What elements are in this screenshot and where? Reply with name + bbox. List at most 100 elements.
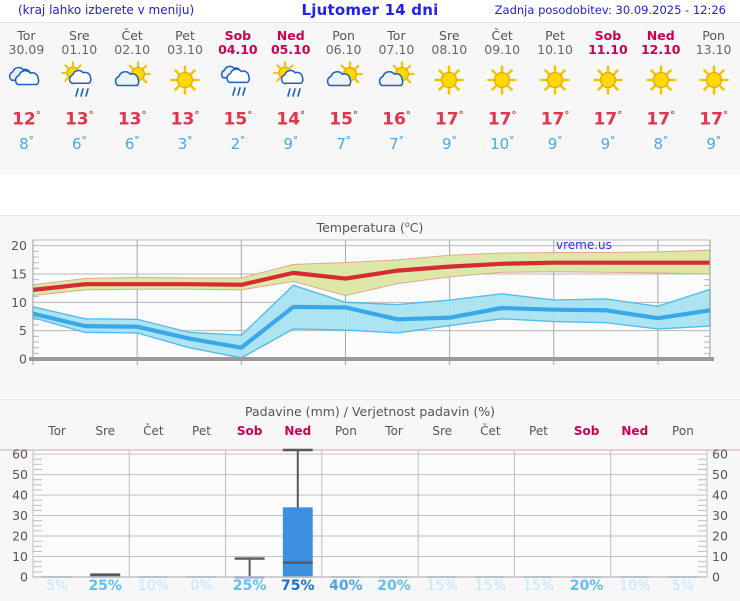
precipitation-probability-value: 5% <box>45 578 69 594</box>
forecast-low-temp: 9° <box>529 131 582 154</box>
degree-sign: ° <box>141 110 147 121</box>
forecast-high-temp-value: 16 <box>382 109 406 130</box>
degree-sign: ° <box>715 134 721 146</box>
forecast-low-temp-value: 8 <box>653 134 664 153</box>
day-temp-line <box>32 260 710 292</box>
precipitation-day-label: Tor <box>385 424 403 438</box>
forecast-day-column[interactable]: Pon 13.10 17° 9° <box>687 23 740 176</box>
forecast-low-temp: 2° <box>211 131 264 154</box>
forecast-day-date: 09.10 <box>484 42 521 57</box>
forecast-day-date: 30.09 <box>8 42 45 57</box>
forecast-day-name: Čet <box>121 28 143 43</box>
degree-sign: ° <box>35 110 41 121</box>
sun-icon <box>529 59 582 103</box>
forecast-day-column[interactable]: Sre 01.10 13° 6° <box>53 23 106 176</box>
temperature-y-tick: 0 <box>19 352 27 367</box>
forecast-high-temp: 12° <box>0 105 53 131</box>
precipitation-day-label: Sre <box>95 424 116 438</box>
precipitation-y-tick-right: 0 <box>712 570 720 585</box>
forecast-high-temp-value: 13 <box>117 109 142 130</box>
sun-icon <box>581 59 634 103</box>
forecast-day-column[interactable]: Sob 11.10 17° 9° <box>581 23 634 176</box>
precipitation-y-tick-left: 0 <box>20 570 28 585</box>
forecast-day-column[interactable]: Sob 04.10 15° 2° <box>211 23 264 176</box>
sun-icon <box>634 59 687 103</box>
sun-cloud-rain-icon <box>264 59 317 103</box>
forecast-low-temp: 3° <box>159 131 212 154</box>
forecast-day-name: Čet <box>491 28 513 43</box>
forecast-day-name: Ned <box>646 28 675 43</box>
precipitation-y-tick-right: 10 <box>712 549 728 564</box>
degree-sign: ° <box>511 110 517 121</box>
forecast-high-temp-value: 12 <box>12 109 36 130</box>
forecast-low-temp-value: 8 <box>19 134 29 153</box>
forecast-day-name: Pon <box>702 28 725 43</box>
temperature-y-tick: 15 <box>11 267 27 282</box>
forecast-day-column[interactable]: Čet 02.10 13° 6° <box>106 23 159 176</box>
precipitation-y-tick-left: 60 <box>12 447 28 462</box>
precipitation-y-tick-left: 20 <box>12 529 28 544</box>
forecast-high-temp-value: 17 <box>487 109 512 130</box>
forecast-day-column[interactable]: Sre 08.10 17° 9° <box>423 23 476 176</box>
forecast-high-temp: 13° <box>159 105 212 131</box>
forecast-high-temp: 13° <box>53 105 106 131</box>
precipitation-probability-value: 15% <box>426 578 458 594</box>
forecast-low-temp: 9° <box>264 131 317 154</box>
forecast-day-column[interactable]: Tor 07.10 16° 7° <box>370 23 423 176</box>
sun-cloud-icon <box>106 59 159 103</box>
forecast-day-date: 04.10 <box>218 42 258 57</box>
precipitation-y-tick-right: 30 <box>712 508 728 523</box>
forecast-day-name: Pon <box>332 28 355 43</box>
forecast-day-column[interactable]: Čet 09.10 17° 10° <box>476 23 529 176</box>
forecast-high-temp: 17° <box>529 105 582 131</box>
degree-sign: ° <box>28 134 34 146</box>
precipitation-bar <box>282 507 313 577</box>
forecast-high-temp-value: 17 <box>699 109 723 130</box>
forecast-high-temp-value: 14 <box>276 109 301 130</box>
forecast-high-temp-value: 13 <box>64 109 89 130</box>
last-updated-text: Zadnja posodobitev: 30.09.2025 - 12:26 <box>494 3 726 17</box>
precipitation-day-label: Pet <box>192 424 211 438</box>
forecast-day-column[interactable]: Pet 03.10 13° 3° <box>159 23 212 176</box>
forecast-day-column[interactable]: Pon 06.10 15° 7° <box>317 23 370 176</box>
sun-cloud-icon <box>370 59 423 103</box>
forecast-day-name: Sre <box>69 28 90 43</box>
precipitation-probability-value: 75% <box>281 578 315 594</box>
precipitation-plot-svg: 0 0 10 10 20 20 30 30 40 40 50 50 60 60 <box>0 447 740 585</box>
precipitation-y-tick-left: 30 <box>12 508 28 523</box>
forecast-day-column[interactable]: Pet 10.10 17° 9° <box>529 23 582 176</box>
forecast-high-temp-value: 17 <box>593 109 618 130</box>
menu-hint-text: (kraj lahko izberete v meniju) <box>18 3 195 17</box>
forecast-day-date: 02.10 <box>114 42 151 57</box>
degree-sign: ° <box>722 110 728 121</box>
forecast-day-column[interactable]: Ned 05.10 14° 9° <box>264 23 317 176</box>
forecast-day-column[interactable]: Ned 12.10 17° 8° <box>634 23 687 176</box>
forecast-day-column[interactable]: Tor 30.09 12° 8° <box>0 23 53 176</box>
forecast-day-name: Tor <box>17 28 36 43</box>
forecast-high-temp: 17° <box>634 105 687 131</box>
forecast-strip: Tor 30.09 12° 8° Sre 01.10 13° 6° Čet 02.10 13° 6° P… <box>0 22 740 177</box>
degree-sign: ° <box>134 134 140 146</box>
precipitation-day-label: Ned <box>621 424 649 438</box>
forecast-day-date: 11.10 <box>588 42 628 57</box>
degree-sign: ° <box>81 134 87 146</box>
forecast-low-temp: 9° <box>581 131 634 154</box>
precipitation-day-label: Pon <box>672 424 694 438</box>
precipitation-day-label: Čet <box>480 424 501 438</box>
forecast-high-temp: 15° <box>317 105 370 131</box>
forecast-low-temp: 7° <box>317 131 370 154</box>
temperature-chart-title: Temperatura (oC) <box>0 220 740 235</box>
precipitation-day-label: Sre <box>432 424 453 438</box>
forecast-low-temp-value: 9 <box>442 134 452 153</box>
precipitation-probability-value: 15% <box>474 578 506 594</box>
precipitation-probability-value: 15% <box>522 578 555 594</box>
precipitation-y-tick-right: 20 <box>712 529 728 544</box>
degree-sign: ° <box>194 110 200 121</box>
forecast-low-temp: 9° <box>687 131 740 154</box>
degree-sign: ° <box>293 134 298 146</box>
temperature-chart-title-unit: C) <box>409 220 424 236</box>
precipitation-day-labels: Tor Sre Čet Pet Sob Ned Pon Tor Sre Čet Pet Sob Ned P… <box>0 424 740 440</box>
forecast-day-date: 12.10 <box>640 42 681 57</box>
forecast-high-temp: 17° <box>687 105 740 131</box>
